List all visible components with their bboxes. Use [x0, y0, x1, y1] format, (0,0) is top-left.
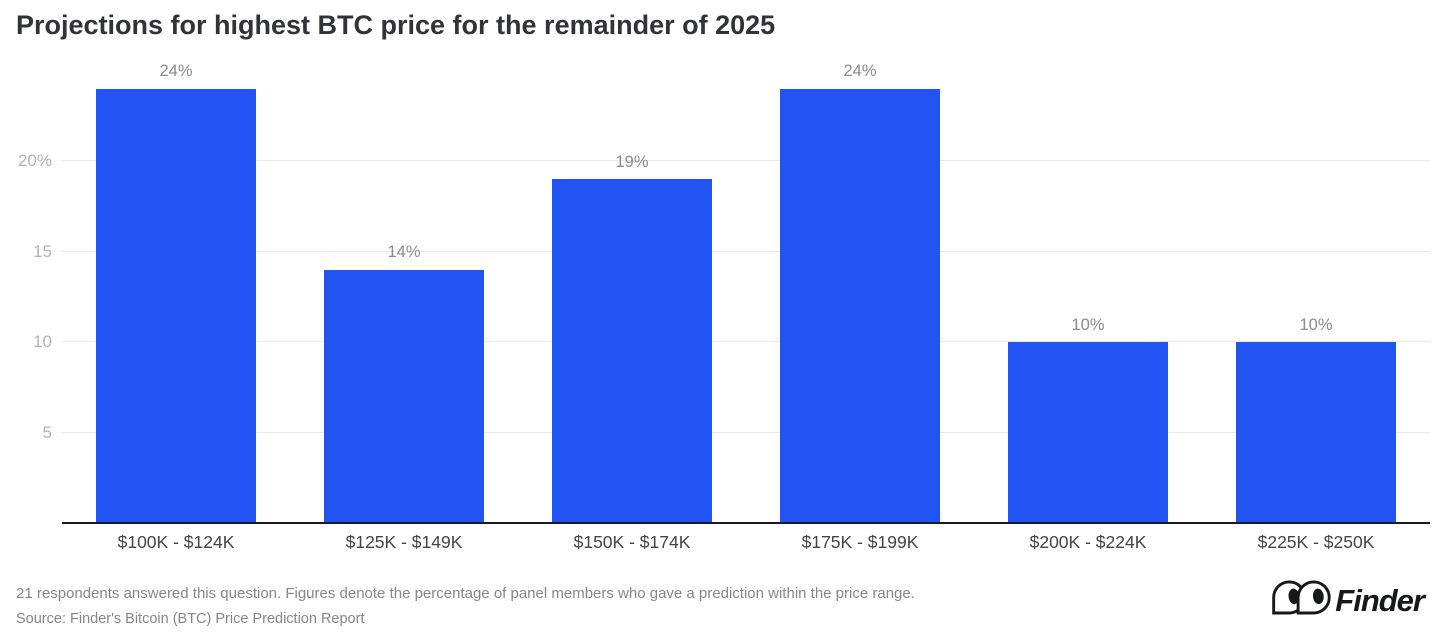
- y-tick-label: 10: [33, 332, 52, 352]
- bars-layer: 24% 14% 19% 24% 10% 10%: [62, 58, 1430, 523]
- bar-group: 24%: [746, 58, 974, 523]
- finder-logo-text: Finder: [1335, 583, 1425, 618]
- bar-group: 10%: [1202, 58, 1430, 523]
- bar-value-label: 24%: [843, 62, 877, 81]
- bar-value-label: 19%: [615, 152, 649, 171]
- gridline-layer: [62, 58, 1430, 523]
- finder-eyes-icon: [1272, 579, 1332, 622]
- x-category-label: $175K - $199K: [801, 532, 919, 552]
- bar-value-label: 24%: [159, 62, 193, 81]
- bar: [1236, 342, 1396, 523]
- bar-group: 19%: [518, 58, 746, 523]
- y-tick-label: 20%: [17, 151, 52, 171]
- x-category-label: $125K - $149K: [345, 532, 463, 552]
- bar: [1008, 342, 1168, 523]
- x-category-label: $200K - $224K: [1029, 532, 1147, 552]
- footer-source: Source: Finder's Bitcoin (BTC) Price Pre…: [16, 611, 365, 627]
- bar: [324, 269, 484, 523]
- gridline: [62, 431, 1430, 433]
- bar-group: 24%: [62, 58, 290, 523]
- x-category-label: $150K - $174K: [573, 532, 691, 552]
- gridline: [62, 250, 1430, 252]
- footer-note: 21 respondents answered this question. F…: [16, 585, 915, 602]
- bar-value-label: 10%: [1071, 315, 1105, 334]
- x-category-label: $100K - $124K: [117, 532, 235, 552]
- bar: [96, 88, 256, 523]
- x-axis-line: [62, 522, 1430, 524]
- bar-group: 10%: [974, 58, 1202, 523]
- x-axis-labels: $100K - $124K $125K - $149K $150K - $174K $…: [62, 532, 1430, 553]
- x-category-label: $225K - $250K: [1257, 532, 1375, 552]
- bar: [780, 88, 940, 523]
- plot-area: 5 10 15 20% 24% 14% 19% 24% 10% 10%: [0, 58, 1440, 524]
- chart-title: Projections for highest BTC price for th…: [16, 10, 776, 40]
- y-axis-labels: 5 10 15 20%: [0, 58, 56, 523]
- bar-value-label: 10%: [1299, 315, 1333, 334]
- y-tick-label: 15: [33, 241, 52, 261]
- gridline: [62, 341, 1430, 343]
- y-tick-label: 5: [42, 422, 52, 442]
- bar-group: 14%: [290, 58, 518, 523]
- bar-value-label: 14%: [387, 243, 421, 262]
- bar: [552, 179, 712, 523]
- gridline: [62, 160, 1430, 162]
- finder-logo: Finder: [1272, 579, 1425, 622]
